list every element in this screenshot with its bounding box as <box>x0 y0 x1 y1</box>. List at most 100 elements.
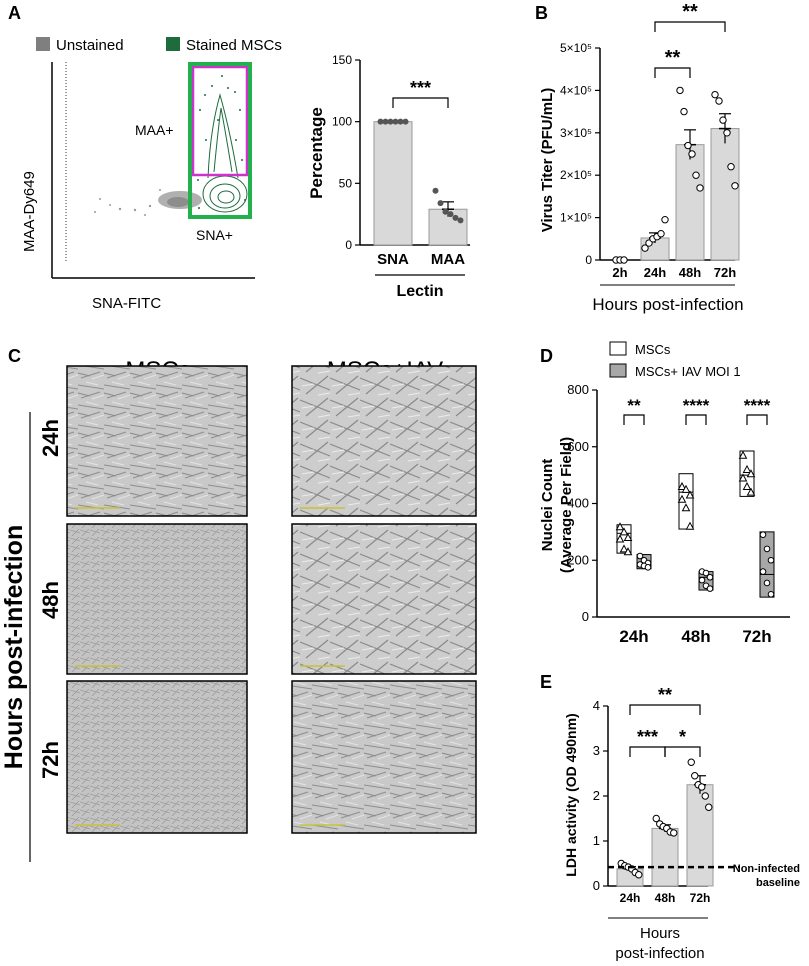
chart-b-data-point <box>715 97 723 105</box>
chart-d-legend-label-mscs: MSCs <box>635 342 671 357</box>
scale-bars <box>75 507 345 826</box>
chart-d-sig-bracket <box>746 414 768 425</box>
flow-y-label: MAA-Dy649 <box>21 171 38 252</box>
chart-b-data-point <box>680 107 688 116</box>
chart-d-y-label-2: (Average Per Field) <box>558 437 575 573</box>
chart-e-baseline-label-2: baseline <box>756 877 800 889</box>
chart-a-y-tick-label: 0 <box>345 238 352 252</box>
chart-e-y-tick-label: 4 <box>593 698 600 713</box>
chart-e-sig-bracket <box>629 746 666 757</box>
chart-b-y-tick-label: 0 <box>585 253 592 267</box>
gate-sna <box>188 62 252 219</box>
chart-d-y-label-1: Nuclei Count <box>539 459 556 552</box>
chart-a-data-point <box>402 118 409 125</box>
chart-d-legend-swatch-mscs <box>609 341 627 356</box>
chart-d-data-point <box>738 473 748 482</box>
chart-e-data-point <box>670 829 678 837</box>
chart-e-x-tick-label: 72h <box>690 891 711 905</box>
chart-b-data-point <box>620 256 628 264</box>
chart-a-y-label: Percentage <box>307 107 326 199</box>
chart-d-y-tick-label: 600 <box>567 439 589 454</box>
chart-e-sig-label: * <box>679 727 686 747</box>
chart-e-data-point <box>701 792 709 800</box>
chart-d-data-point <box>738 450 748 459</box>
chart-a-data-point <box>377 118 384 125</box>
chart-b-y-tick-label: 1×10⁵ <box>560 211 592 225</box>
legend-swatch-stained <box>166 37 180 51</box>
chart-b-y-tick-label: 4×10⁵ <box>560 83 592 97</box>
chart-e-data-point <box>652 814 660 823</box>
chart-b-data-point <box>684 141 692 150</box>
micrograph-iav-24h <box>291 365 477 517</box>
chart-e-bar-48h <box>651 827 679 887</box>
chart-b-x-tick-label: 2h <box>612 265 627 280</box>
chart-d-data-point <box>615 534 625 543</box>
chart-a-x-tick-label: SNA <box>377 251 409 268</box>
chart-b-data-point <box>657 230 665 238</box>
micrograph-mscs-48h <box>66 523 248 675</box>
chart-d-data-point <box>759 531 767 539</box>
micro-row-label-72h: 72h <box>38 741 63 779</box>
chart-d-x-tick-label: 72h <box>742 627 771 646</box>
flow-unstained-cloud <box>94 189 202 216</box>
chart-b-data-point <box>731 182 739 190</box>
gate-label-maa: MAA+ <box>135 122 174 138</box>
panel-label-c: C <box>8 346 21 366</box>
chart-b-y-tick-label: 2×10⁵ <box>560 168 592 182</box>
chart-a-data-point <box>447 211 454 218</box>
chart-d-data-point <box>619 527 629 536</box>
chart-d-legend-swatch-iav <box>609 363 627 378</box>
micro-row-title: Hours post-infection <box>0 525 28 769</box>
chart-e-x-tick-label: 24h <box>620 891 641 905</box>
micro-row-label-48h: 48h <box>38 581 63 619</box>
chart-d-data-point <box>619 544 629 553</box>
chart-b-data-point <box>661 216 669 224</box>
chart-b-data-point <box>727 163 735 171</box>
chart-a-y-tick-label: 50 <box>339 176 353 190</box>
chart-d-legend-label-iav: MSCs+ IAV MOI 1 <box>635 364 741 379</box>
chart-b-virus-titer: 0 1×10⁵ 2×10⁵ 3×10⁵ 4×10⁵ 5×10⁵ 2h 24h 48h 72h ** *… <box>539 1 744 314</box>
chart-e-sig-bracket <box>629 704 701 715</box>
panel-label-d: D <box>540 346 553 366</box>
chart-b-y-tick-label: 3×10⁵ <box>560 126 592 140</box>
panel-label-a: A <box>8 3 21 23</box>
micrograph-iav-48h <box>291 523 477 675</box>
chart-a-y-tick-label: 100 <box>332 115 352 129</box>
panel-label-e: E <box>540 672 552 692</box>
chart-d-y-tick-label: 0 <box>582 609 589 624</box>
chart-d-data-point <box>623 532 633 542</box>
chart-a-data-point <box>442 208 449 215</box>
chart-d-data-point <box>685 521 695 530</box>
chart-b-x-tick-label: 24h <box>644 265 666 280</box>
chart-e-y-label: LDH activity (OD 490nm) <box>563 713 579 876</box>
chart-e-x-tick-label: 48h <box>655 891 676 905</box>
chart-d-x-tick-label: 48h <box>681 627 710 646</box>
chart-e-data-point <box>705 803 713 811</box>
chart-a-data-point <box>382 118 389 125</box>
chart-d-data-point <box>706 585 714 592</box>
chart-d-data-point <box>759 568 767 575</box>
chart-b-y-tick-label: 5×10⁵ <box>560 41 592 55</box>
chart-d-sig-label: **** <box>744 396 771 415</box>
chart-b-data-point <box>696 184 704 192</box>
chart-a-percentage: 0 50 100 150 SNA MAA *** Lectin Percentage <box>307 53 470 300</box>
chart-d-data-point <box>698 576 706 584</box>
chart-b-sig-label: ** <box>665 47 681 69</box>
chart-b-x-tick-label: 72h <box>714 265 736 280</box>
chart-a-sig-bracket <box>392 97 449 108</box>
chart-d-data-point <box>763 545 771 553</box>
chart-d-box <box>759 531 775 598</box>
chart-d-data-point <box>746 469 756 478</box>
micrograph-iav-72h <box>291 680 477 834</box>
chart-b-data-point <box>641 244 649 252</box>
chart-b-x-tick-label: 48h <box>679 265 701 280</box>
chart-d-data-point <box>615 522 625 531</box>
chart-d-data-point <box>623 547 633 556</box>
chart-e-data-point <box>698 783 706 791</box>
chart-a-data-point <box>457 217 464 224</box>
chart-d-sig-bracket <box>685 414 707 425</box>
chart-b-data-point <box>719 116 727 124</box>
chart-d-sig-label: **** <box>683 396 710 415</box>
